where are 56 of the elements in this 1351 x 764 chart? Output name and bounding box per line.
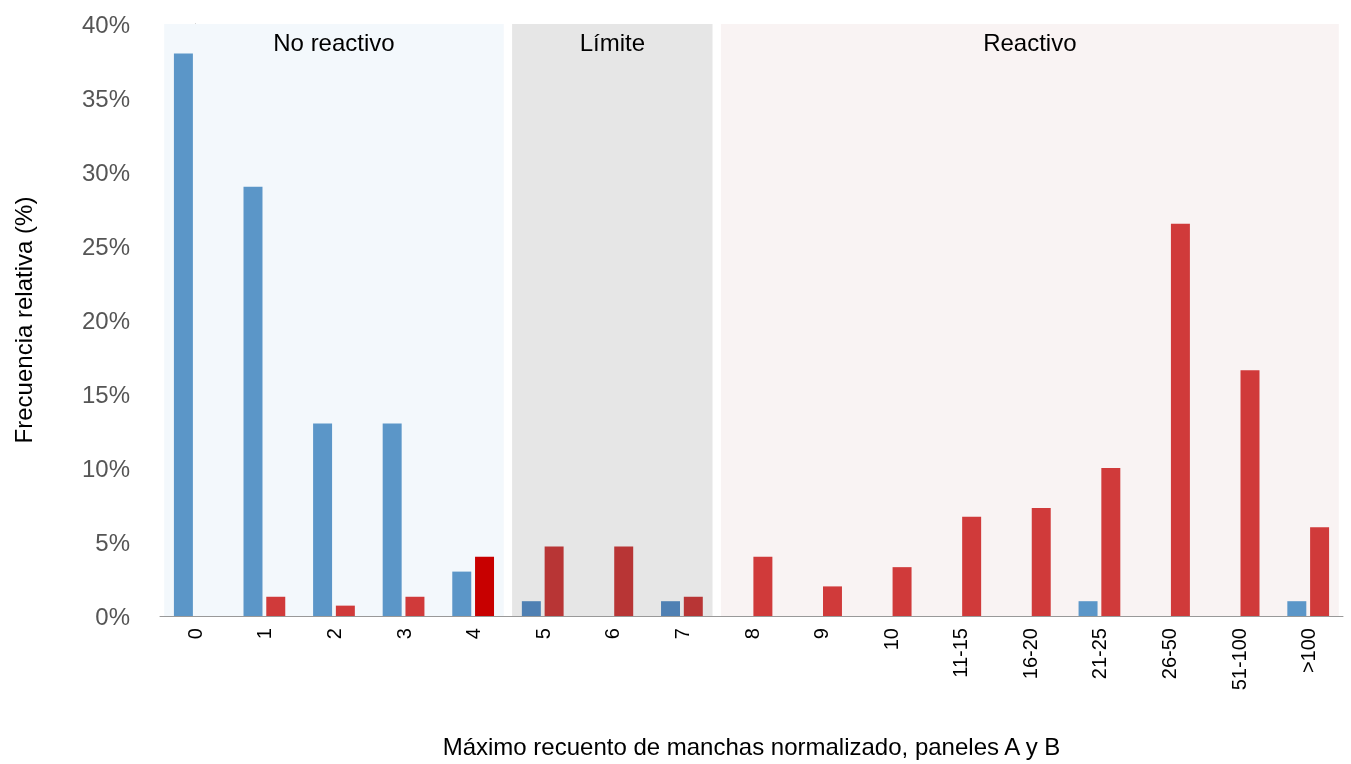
bar <box>1170 223 1190 616</box>
y-tick-label: 35% <box>81 84 130 112</box>
bar <box>382 423 402 616</box>
x-tick-label: 3 <box>392 628 415 640</box>
x-tick-label: 51-100 <box>1227 628 1250 691</box>
bar <box>544 546 564 616</box>
x-tick-label: 4 <box>462 628 485 640</box>
y-tick-label: 5% <box>95 528 130 556</box>
y-tick-label: 0% <box>95 602 130 630</box>
x-tick-label: 7 <box>670 628 693 640</box>
bar <box>753 556 773 616</box>
bar <box>335 605 355 616</box>
bar <box>1240 370 1260 616</box>
x-tick-label: 0 <box>183 628 206 640</box>
bar <box>962 516 982 616</box>
x-tick-label: 6 <box>601 628 624 640</box>
bar <box>521 601 541 616</box>
bar <box>892 567 912 616</box>
bar <box>661 601 681 616</box>
bar <box>405 596 425 616</box>
y-tick-label: 30% <box>81 158 130 186</box>
x-tick-label: 2 <box>322 628 345 640</box>
bar <box>1031 507 1051 616</box>
y-tick-label: 20% <box>81 306 130 334</box>
x-tick-label: 1 <box>253 628 276 640</box>
x-tick-label: 8 <box>740 628 763 640</box>
x-axis-title: Máximo recuento de manchas normalizado, paneles A y B <box>442 732 1061 760</box>
bar <box>1310 527 1330 616</box>
y-tick-label: 40% <box>81 10 130 38</box>
y-tick-label: 25% <box>81 232 130 260</box>
bar <box>822 586 842 616</box>
x-tick-label: 11-15 <box>949 628 972 678</box>
bar <box>313 423 333 616</box>
x-tick-label: 9 <box>810 628 833 640</box>
y-tick-label: 15% <box>81 380 130 408</box>
band-label: No reactivo <box>273 28 395 56</box>
x-tick-label: 26-50 <box>1158 628 1181 680</box>
bar <box>266 596 286 616</box>
bar <box>1078 601 1098 616</box>
bar <box>1287 601 1307 616</box>
x-tick-label: 10 <box>879 628 902 651</box>
bar <box>614 546 634 616</box>
bar <box>243 186 263 616</box>
bar <box>173 53 193 616</box>
y-tick-label: 10% <box>81 454 130 482</box>
bar <box>452 571 472 616</box>
x-tick-label: >100 <box>1297 628 1320 674</box>
band-label: Límite <box>579 28 645 56</box>
bar <box>475 556 495 616</box>
bar <box>683 596 703 616</box>
bar <box>1101 468 1121 616</box>
x-tick-label: 5 <box>531 628 554 640</box>
x-tick-label: 16-20 <box>1018 628 1041 680</box>
x-tick-label: 21-25 <box>1088 628 1111 680</box>
band-label: Reactivo <box>983 28 1077 56</box>
y-axis-title: Frecuencia relativa (%) <box>9 196 37 444</box>
